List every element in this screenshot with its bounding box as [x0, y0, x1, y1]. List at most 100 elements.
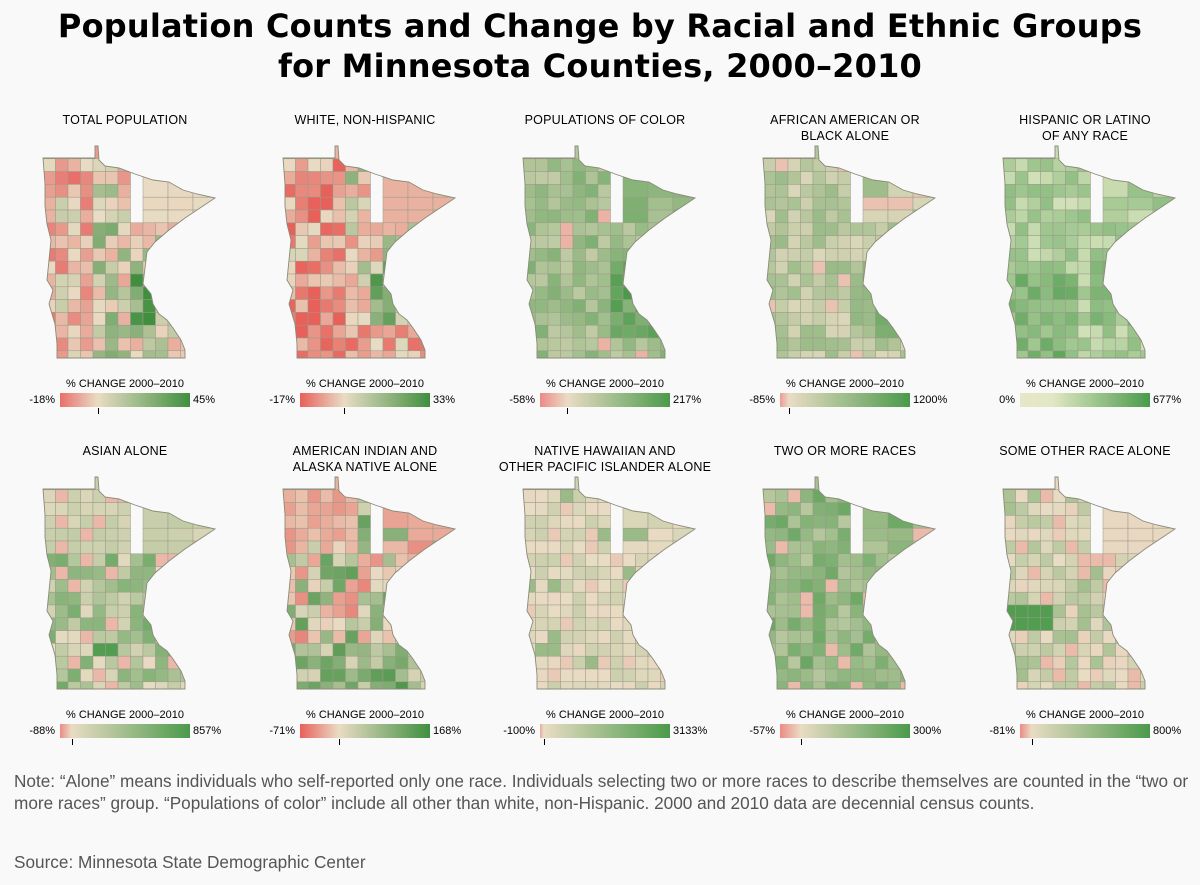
county-shape: [1165, 299, 1175, 313]
county-shape: [787, 273, 801, 288]
county-shape: [67, 527, 81, 542]
county-shape: [55, 540, 69, 555]
county-shape: [67, 324, 81, 339]
county-shape: [672, 324, 686, 339]
county-shape: [660, 566, 674, 580]
county-shape: [1052, 209, 1066, 224]
county-shape: [458, 477, 465, 503]
county-shape: [1003, 158, 1016, 172]
county-shape: [837, 260, 851, 275]
county-shape: [523, 604, 536, 619]
county-shape: [672, 668, 686, 683]
county-shape: [672, 299, 686, 313]
county-shape: [685, 579, 695, 593]
county-shape: [622, 604, 636, 619]
county-shape: [850, 260, 864, 275]
county-shape: [938, 643, 945, 656]
county-shape: [1165, 655, 1175, 670]
county-shape: [938, 554, 945, 567]
county-shape: [192, 260, 206, 275]
county-shape: [218, 643, 225, 656]
county-shape: [925, 222, 935, 236]
county-choropleth-map: [762, 476, 945, 690]
county-shape: [357, 617, 371, 631]
county-shape: [1152, 273, 1166, 288]
county-shape: [320, 286, 334, 300]
county-shape: [345, 566, 359, 580]
county-shape: [1015, 248, 1029, 262]
panel-title-line-1: ASIAN ALONE: [82, 444, 168, 458]
county-shape: [925, 248, 935, 262]
county-shape: [938, 197, 945, 210]
county-shape: [80, 235, 94, 249]
county-shape: [775, 579, 789, 593]
county-shape: [875, 273, 889, 288]
county-shape: [698, 338, 705, 351]
county-shape: [357, 324, 371, 339]
county-shape: [585, 553, 599, 567]
county-shape: [382, 324, 396, 339]
county-shape: [1178, 197, 1185, 210]
county-shape: [698, 579, 705, 592]
county-shape: [775, 477, 789, 491]
county-shape: [432, 502, 455, 529]
county-shape: [1178, 656, 1185, 669]
county-shape: [117, 222, 131, 236]
county-shape: [395, 566, 409, 580]
county-shape: [1077, 350, 1091, 358]
county-shape: [698, 618, 705, 631]
panel-title: TOTAL POPULATION: [5, 112, 245, 128]
county-shape: [635, 617, 649, 631]
county-shape: [180, 235, 194, 249]
county-shape: [698, 236, 705, 249]
county-shape: [1140, 248, 1154, 262]
county-shape: [660, 299, 674, 313]
county-shape: [105, 235, 119, 249]
county-shape: [205, 668, 215, 683]
county-shape: [685, 248, 695, 262]
county-shape: [130, 668, 144, 683]
county-shape: [1015, 196, 1029, 211]
county-shape: [445, 299, 455, 313]
county-shape: [357, 184, 371, 198]
county-shape: [850, 337, 864, 352]
footnote: Note: “Alone” means individuals who self…: [14, 771, 1189, 813]
county-shape: [432, 222, 446, 236]
county-shape: [585, 502, 599, 516]
county-shape: [925, 643, 935, 657]
county-shape: [445, 604, 455, 619]
county-shape: [825, 209, 839, 224]
county-shape: [105, 553, 119, 567]
county-shape: [67, 158, 81, 172]
county-shape: [622, 273, 636, 288]
county-shape: [1152, 604, 1166, 619]
county-shape: [382, 553, 396, 567]
county-shape: [142, 146, 169, 172]
county-shape: [597, 655, 611, 670]
county-shape: [800, 630, 814, 644]
county-shape: [850, 248, 864, 262]
county-shape: [55, 515, 69, 529]
county-shape: [912, 643, 926, 657]
county-shape: [382, 527, 409, 542]
county-shape: [763, 681, 776, 689]
county-shape: [445, 591, 455, 606]
county-shape: [635, 260, 649, 275]
county-shape: [105, 312, 119, 326]
title-line-2: for Minnesota Counties, 2000–2010: [277, 47, 923, 85]
county-shape: [180, 643, 194, 657]
county-shape: [117, 248, 131, 262]
county-shape: [1165, 566, 1175, 580]
county-shape: [862, 668, 876, 683]
county-shape: [283, 477, 296, 491]
county-shape: [912, 273, 926, 288]
county-shape: [672, 196, 695, 211]
county-shape: [1127, 591, 1141, 606]
county-shape: [875, 655, 889, 670]
county-shape: [787, 630, 801, 644]
county-shape: [307, 668, 321, 683]
county-shape: [345, 579, 359, 593]
county-shape: [685, 299, 695, 313]
county-shape: [357, 591, 371, 606]
county-shape: [698, 300, 705, 313]
